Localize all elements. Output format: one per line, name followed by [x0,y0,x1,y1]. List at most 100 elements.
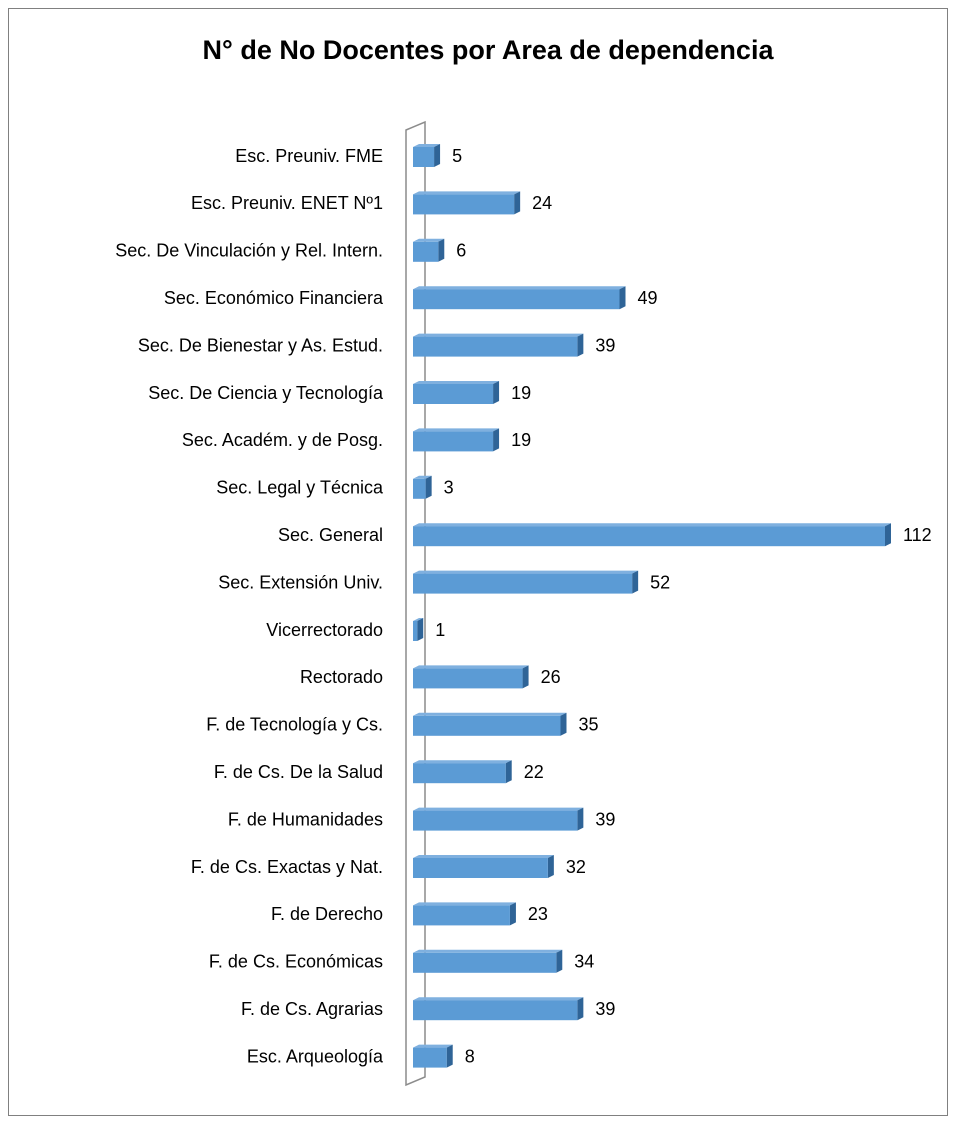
bar-top [413,238,445,242]
bar [413,194,515,215]
category-label: Sec. Legal y Técnica [216,478,384,498]
value-label: 39 [595,809,615,829]
bar [413,905,510,926]
bar-top [413,286,626,290]
bar [413,573,633,594]
bar [413,858,548,878]
bar-top [413,997,584,1001]
bar-side [514,191,521,215]
value-label: 8 [465,1046,475,1066]
bar-side [417,618,424,641]
bar [413,952,557,973]
bar-side [434,144,441,167]
bar-top [413,807,584,811]
bar-side [577,997,584,1021]
category-label: F. de Cs. Exactas y Nat. [191,857,383,877]
bar-side [619,286,626,310]
bar [413,384,494,404]
bar-side [509,902,516,926]
bar-top [413,949,563,953]
category-label: F. de Cs. De la Salud [214,762,383,782]
category-label: Sec. General [278,525,383,545]
bar-side [522,665,529,689]
value-label: 112 [903,525,932,545]
bar [413,478,426,499]
value-label: 26 [541,667,561,687]
bar [413,1000,578,1021]
bar-top [413,428,500,432]
category-label: F. de Derecho [271,904,383,924]
bar-side [560,712,567,736]
bar-side [505,760,512,784]
bar [413,668,523,689]
category-label: F. de Tecnología y Cs. [206,715,383,735]
bar-top [413,855,554,858]
value-label: 1 [435,620,445,640]
bar-side [577,333,584,357]
value-label: 39 [595,335,615,355]
bar-top [413,760,512,764]
bar [413,336,578,357]
bar-side [632,570,639,594]
chart-title: N° de No Docentes por Area de dependenci… [203,35,775,65]
value-label: 52 [650,572,670,592]
category-label: Sec. Económico Financiera [164,288,384,308]
category-label: Sec. Extensión Univ. [218,572,383,592]
value-label: 39 [595,999,615,1019]
bar-top [413,1044,453,1048]
category-label: Esc. Arqueología [247,1046,384,1066]
bar-side [493,381,500,404]
category-label: Sec. De Bienestar y As. Estud. [138,335,383,355]
bar-top [413,191,521,195]
bar-top [413,570,639,574]
value-label: 19 [511,383,531,403]
bar [413,715,561,736]
bar [413,1047,447,1068]
bar-side [577,807,584,831]
bar [413,763,506,784]
bar [413,810,578,831]
value-label: 34 [574,952,594,972]
value-label: 5 [452,146,462,166]
value-label: 32 [566,857,586,877]
bar-top [413,381,500,384]
bar-top [413,144,441,147]
bar [413,241,439,262]
category-label: F. de Cs. Agrarias [241,999,383,1019]
bar [413,526,885,547]
category-label: Esc. Preuniv. ENET Nº1 [191,193,383,213]
bar-side [446,1044,453,1068]
value-label: 3 [444,478,454,498]
bar-top [413,712,567,716]
category-label: Rectorado [300,667,383,687]
bar-side [438,238,445,262]
value-label: 22 [524,762,544,782]
value-label: 49 [638,288,658,308]
chart-border [8,8,948,1116]
bar-top [413,665,529,669]
category-label: Esc. Preuniv. FME [235,146,383,166]
category-label: F. de Humanidades [228,809,383,829]
bar-top [413,523,891,527]
bar [413,147,435,167]
bar [413,621,418,641]
bar-top [413,618,424,621]
bar-top [413,902,516,906]
category-label: F. de Cs. Económicas [209,952,383,972]
category-label: Sec. De Vinculación y Rel. Intern. [115,241,383,261]
value-label: 23 [528,904,548,924]
value-label: 35 [579,715,599,735]
value-label: 19 [511,430,531,450]
category-label: Sec. Académ. y de Posg. [182,430,383,450]
bar [413,431,494,452]
value-label: 6 [456,241,466,261]
bar-side [493,428,500,452]
value-label: 24 [532,193,552,213]
category-label: Vicerrectorado [266,620,383,640]
bar-top [413,333,584,337]
bar-top [413,475,432,479]
bar-side [425,475,432,499]
bar-side [885,523,891,547]
